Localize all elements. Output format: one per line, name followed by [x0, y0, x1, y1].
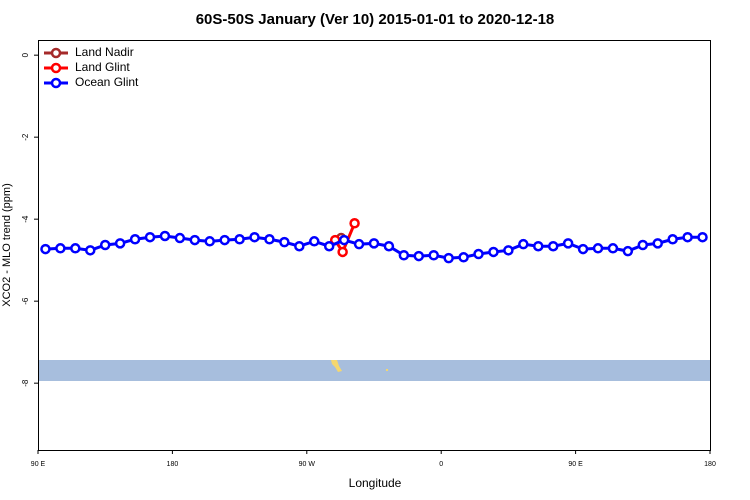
y-tick-label: -2	[21, 133, 30, 141]
data-point	[428, 250, 439, 261]
x-tick-label: 90 E	[31, 461, 46, 468]
y-tick-label: -4	[21, 215, 30, 223]
data-point	[607, 243, 619, 254]
data-point	[99, 239, 111, 251]
data-point	[622, 245, 634, 257]
data-point	[264, 234, 275, 245]
legend-marker	[50, 47, 62, 59]
data-point	[533, 240, 544, 252]
x-tick-label: 180	[704, 461, 716, 468]
data-point	[697, 231, 708, 243]
land-shape	[331, 360, 342, 372]
legend-label: Ocean Glint	[75, 75, 139, 89]
data-point	[189, 234, 201, 246]
land-shape	[386, 369, 388, 371]
data-point	[204, 236, 215, 247]
data-point	[40, 243, 51, 255]
x-tick-label: 0	[439, 461, 443, 468]
data-point	[349, 218, 360, 229]
y-axis-label: XCO2 - MLO trend (ppm)	[1, 183, 13, 306]
data-point	[518, 238, 529, 250]
x-axis-label: Longitude	[349, 476, 402, 490]
data-point	[323, 240, 335, 252]
data-point	[667, 234, 678, 245]
x-tick-label: 90 W	[299, 461, 316, 468]
data-point	[279, 236, 290, 248]
data-point	[488, 246, 499, 258]
data-point	[249, 231, 260, 243]
chart-title: 60S-50S January (Ver 10) 2015-01-01 to 2…	[196, 11, 555, 28]
data-point	[353, 238, 365, 250]
data-point	[219, 234, 230, 246]
y-tick-label: 0	[21, 52, 30, 57]
y-tick-label: -8	[21, 379, 30, 387]
data-point	[144, 231, 156, 243]
data-point	[70, 243, 81, 254]
data-point	[443, 252, 454, 264]
data-point	[337, 246, 348, 258]
legend-label: Land Nadir	[75, 45, 134, 59]
data-point	[503, 245, 514, 256]
data-point	[637, 239, 649, 251]
data-point	[174, 232, 186, 244]
legend-label: Land Glint	[75, 60, 130, 74]
data-point	[234, 234, 245, 245]
data-point	[294, 240, 305, 252]
plot-frame	[38, 40, 711, 451]
data-point	[398, 250, 410, 261]
data-point	[592, 243, 604, 254]
data-point	[413, 250, 425, 262]
data-point	[652, 238, 663, 249]
x-tick-label: 90 E	[568, 461, 583, 468]
data-point	[383, 240, 395, 252]
data-point	[129, 234, 141, 245]
data-point	[309, 236, 320, 247]
legend-marker	[50, 77, 62, 89]
data-point	[547, 240, 559, 252]
data-point	[473, 248, 484, 260]
data-point	[85, 245, 96, 256]
legend-marker	[50, 62, 62, 74]
data-point	[368, 238, 380, 249]
data-point	[682, 231, 693, 243]
map-strip	[38, 360, 710, 381]
y-tick-label: -6	[21, 297, 30, 305]
data-point	[562, 238, 574, 249]
data-point	[114, 238, 126, 249]
data-point	[55, 243, 66, 254]
data-point	[458, 252, 469, 263]
data-point	[577, 243, 589, 255]
data-point	[159, 230, 171, 242]
data-point	[338, 234, 350, 246]
x-tick-label: 180	[167, 461, 179, 468]
